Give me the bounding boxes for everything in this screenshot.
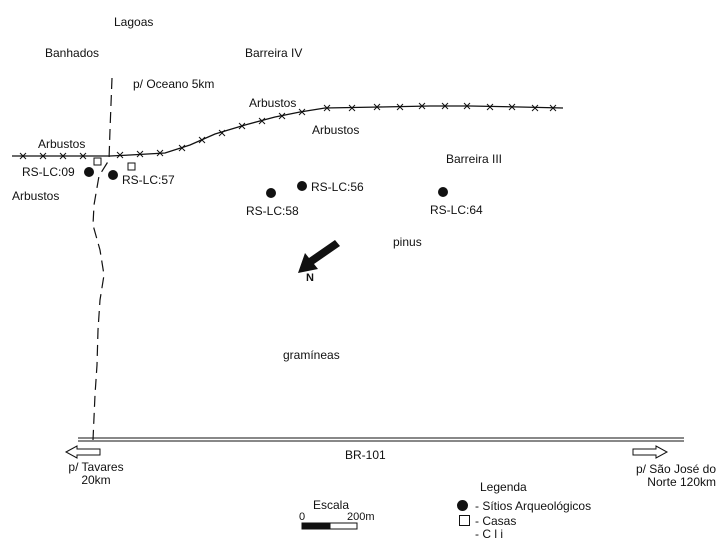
destination-tavares: p/ Tavares 20km — [56, 461, 136, 487]
site-marker-rs-lc-64 — [438, 187, 448, 197]
destination-tavares-line2: 20km — [81, 473, 111, 487]
label-barreira-iv: Barreira IV — [245, 46, 303, 60]
label-arbustos: Arbustos — [249, 96, 297, 110]
legend-house-icon — [459, 515, 470, 526]
label-arbustos: Arbustos — [312, 123, 360, 137]
label-gramineas: gramíneas — [283, 348, 340, 362]
arrow-right-icon — [632, 445, 669, 459]
destination-sao-jose-line2: Norte 120km — [647, 475, 716, 489]
site-label-rs-lc-58: RS-LC:58 — [246, 204, 299, 218]
scale-end: 200m — [347, 511, 375, 523]
north-arrow-icon — [298, 240, 340, 273]
fence-x-mark — [39, 152, 47, 160]
site-label-rs-lc-64: RS-LC:64 — [430, 203, 483, 217]
scale-bar-outline — [301, 522, 358, 530]
fence-x-mark — [323, 104, 331, 112]
house-marker — [93, 157, 102, 166]
destination-sao-jose: p/ São José do Norte 120km — [600, 463, 716, 489]
scale-title: Escala — [313, 498, 350, 512]
fence-line — [12, 105, 564, 157]
fence-x-mark — [278, 112, 286, 120]
fence-x-mark — [79, 152, 87, 160]
site-label-rs-lc-56: RS-LC:56 — [311, 180, 364, 194]
fence-x-mark — [59, 152, 67, 160]
label-arbustos: Arbustos — [12, 189, 60, 203]
fence-x-mark — [486, 103, 494, 111]
house-marker — [127, 162, 136, 171]
fence-x-mark — [463, 102, 471, 110]
fence-x-mark — [531, 104, 539, 112]
fence-x-mark — [373, 103, 381, 111]
arrow-left-icon — [64, 445, 101, 459]
destination-sao-jose-line1: p/ São José do — [635, 462, 716, 476]
site-label-rs-lc-09: RS-LC:09 — [22, 165, 75, 179]
road-label: BR-101 — [345, 448, 386, 462]
label-barreira-iii: Barreira III — [446, 152, 503, 166]
fence-x-mark — [218, 129, 226, 137]
fence-x-mark — [348, 104, 356, 112]
fence-x-mark — [418, 102, 426, 110]
fence-x-mark — [396, 103, 404, 111]
fence-marks — [19, 102, 557, 160]
fence-x-mark — [441, 102, 449, 110]
fence-x-mark — [19, 152, 27, 160]
legend-site-icon — [457, 500, 468, 511]
legend-truncated-label: - C l i — [475, 527, 503, 541]
legend-sites-label: - Sítios Arqueológicos — [475, 499, 592, 513]
fence-x-mark — [178, 144, 186, 152]
site-label-rs-lc-57: RS-LC:57 — [122, 173, 175, 187]
fence-x-mark — [198, 136, 206, 144]
fence-x-mark — [298, 108, 306, 116]
label-banhados: Banhados — [45, 46, 100, 60]
fence-x-mark — [238, 122, 246, 130]
site-marker-rs-lc-09 — [84, 167, 94, 177]
label-oceano: p/ Oceano 5km — [133, 77, 215, 91]
fence-x-mark — [258, 117, 266, 125]
site-marker-rs-lc-56 — [297, 181, 307, 191]
fence-x-mark — [549, 104, 557, 112]
north-label: N — [306, 272, 314, 284]
destination-tavares-line1: p/ Tavares — [68, 460, 124, 474]
label-lagoas: Lagoas — [114, 15, 154, 29]
fence-x-mark — [136, 150, 144, 158]
site-marker-rs-lc-58 — [266, 188, 276, 198]
legend-houses-label: - Casas — [475, 514, 517, 528]
dirt-road-dashed — [92, 77, 113, 441]
site-marker-rs-lc-57 — [108, 170, 118, 180]
fence-x-mark — [508, 103, 516, 111]
label-arbustos: Arbustos — [38, 137, 86, 151]
label-pinus: pinus — [393, 235, 422, 249]
fence-x-mark — [156, 149, 164, 157]
legend-title: Legenda — [480, 480, 527, 494]
fence-x-mark — [116, 151, 124, 159]
scale-start: 0 — [299, 511, 306, 523]
scale-bar-black — [302, 523, 330, 529]
